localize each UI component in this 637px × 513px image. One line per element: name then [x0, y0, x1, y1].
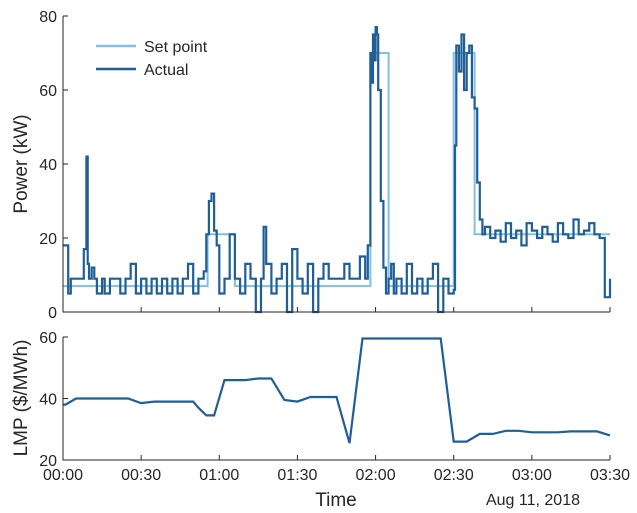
- power-y-tick-label: 20: [39, 231, 57, 248]
- lmp-axis-frame: [62, 337, 610, 461]
- power-axis-frame: [62, 16, 610, 313]
- lmp-y-tick-label: 60: [39, 330, 57, 347]
- lmp-x-tick-label: 01:00: [199, 467, 239, 484]
- power-y-tick-label: 80: [39, 9, 57, 26]
- legend: Set point Actual: [96, 39, 208, 79]
- lmp-line: [63, 337, 611, 444]
- lmp-x-tick-label: 03:00: [512, 467, 552, 484]
- lmp-y-tick-label: 20: [39, 453, 57, 470]
- lmp-y-tick-label: 40: [39, 392, 57, 409]
- power-y-ticks: 0 20 40 60 80: [39, 9, 68, 322]
- power-plot-area: [63, 16, 610, 312]
- legend-actual-label: Actual: [144, 62, 188, 79]
- lmp-x-tick-label: 01:30: [277, 467, 317, 484]
- power-y-tick-label: 40: [39, 157, 57, 174]
- lmp-x-tick-label: 02:00: [356, 467, 396, 484]
- lmp-x-tick-label: 00:00: [43, 467, 83, 484]
- lmp-y-ticks: 20 40 60: [39, 330, 68, 470]
- power-y-tick-label: 60: [39, 83, 57, 100]
- power-y-axis-label: Power (kW): [11, 114, 32, 213]
- actual-power-line: [63, 26, 612, 314]
- lmp-x-tick-label: 03:30: [590, 467, 630, 484]
- power-y-tick-label: 0: [48, 305, 57, 322]
- lmp-axes: 20 40 60 00:00 00:30 01:00 01:30 02:00 02:30 03:…: [11, 330, 630, 511]
- date-label: Aug 11, 2018: [486, 492, 580, 509]
- lmp-x-ticks: 00:00 00:30 01:00 01:30 02:00 02:30 03:00 03:30: [43, 455, 630, 484]
- lmp-y-axis-label: LMP ($/MWh): [11, 340, 32, 457]
- legend-set-point-label: Set point: [144, 39, 208, 56]
- lmp-x-tick-label: 00:30: [121, 467, 161, 484]
- lmp-x-tick-label: 02:30: [434, 467, 474, 484]
- x-axis-label: Time: [315, 490, 357, 511]
- power-axes: 0 20 40 60 80 Set point Actual Power (kW): [11, 9, 612, 322]
